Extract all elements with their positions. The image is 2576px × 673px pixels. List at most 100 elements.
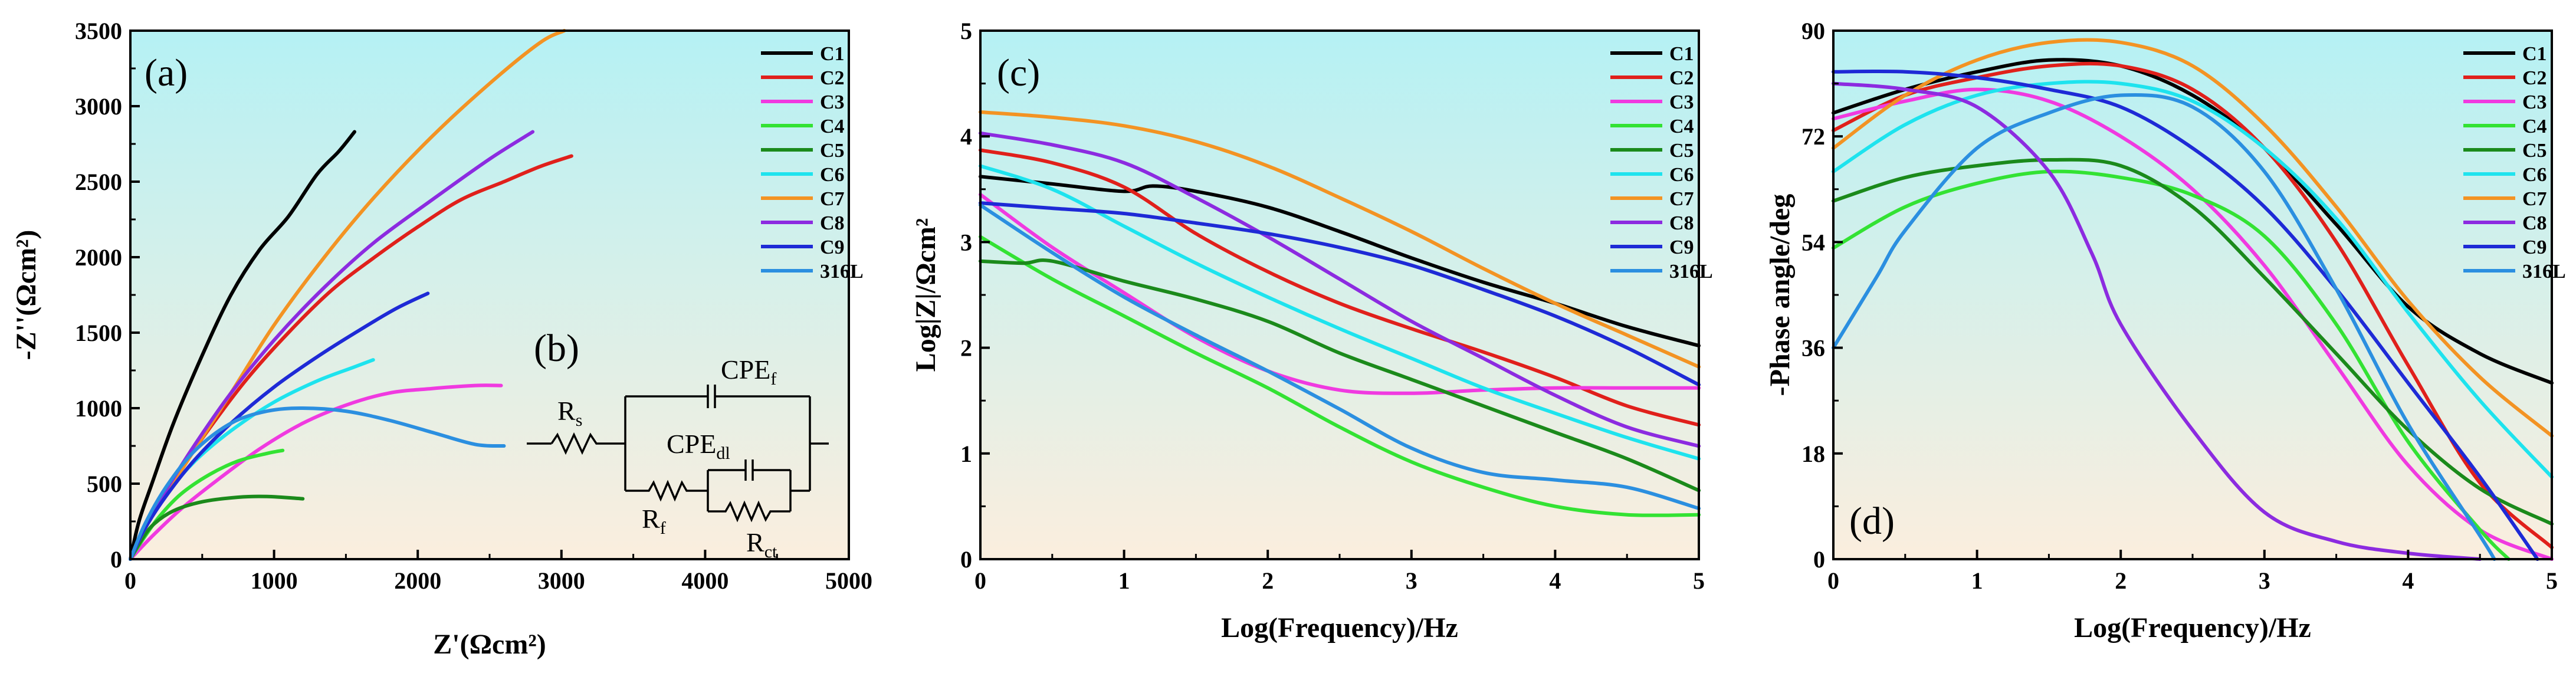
panel-c-ylabel: Log|Z|/Ωcm² (910, 218, 941, 372)
legend-label-a-316l: 316L (820, 261, 864, 283)
panel-a-xtick-label: 0 (124, 567, 136, 594)
panel-c-series-group (979, 110, 1701, 517)
panel-c-axes: 0 1 2 3 4 5 0 1 2 3 4 5 (960, 18, 1705, 594)
panel-a-ytick-label: 1500 (75, 320, 122, 346)
legend-label-a-c6: C6 (820, 164, 845, 186)
legend-label-a-c1: C1 (820, 43, 845, 65)
series-line-d-c5 (1832, 157, 2554, 526)
panel-d-xtick-label: 1 (1971, 567, 1983, 594)
panel-d-letter: (d) (1849, 500, 1895, 543)
legend-label-c-316l: 316L (1669, 261, 1713, 283)
label-cpef: CPEf (721, 354, 776, 389)
legend-label-c-c2: C2 (1669, 67, 1694, 89)
series-line-d-c4 (1832, 169, 2511, 561)
legend-label-a-c3: C3 (820, 91, 845, 113)
series-line-d-316l (1832, 93, 2496, 561)
panel-d-xtick-label: 2 (2115, 567, 2127, 594)
capacitor-cpef (707, 385, 716, 408)
series-line-a-c3 (129, 383, 503, 561)
panel-c-ytick-label: 4 (960, 123, 972, 150)
panel-c-xtick-label: 4 (1549, 567, 1561, 594)
series-line-d-c3 (1832, 87, 2554, 561)
panel-c-xlabel: Log(Frequency)/Hz (1221, 612, 1458, 644)
capacitor-cpedl (708, 459, 790, 481)
series-line-d-c7 (1832, 38, 2554, 438)
panel-a-ytick-label: 3500 (75, 18, 122, 44)
series-line-c-c1 (979, 175, 1701, 347)
resistor-rf (625, 480, 708, 502)
panel-c-xtick-label: 2 (1262, 567, 1274, 594)
series-line-c-c9 (979, 201, 1701, 387)
panel-d-xlabel: Log(Frequency)/Hz (2074, 612, 2311, 644)
legend-label-d-316l: 316L (2522, 261, 2566, 283)
series-line-a-c5 (129, 494, 305, 561)
series-line-c-c8 (979, 131, 1701, 448)
panel-a-nyquist: 0 1000 2000 3000 4000 5000 0 500 1000 1500 2000 250… (11, 18, 872, 660)
panel-d-xtick-label: 0 (1827, 567, 1839, 594)
series-line-c-c2 (979, 148, 1701, 427)
panel-a-plot-area (130, 31, 849, 559)
panel-a-xtick-label: 4000 (681, 567, 729, 594)
panel-c-xtick-label: 1 (1118, 567, 1130, 594)
series-line-c-c7 (979, 110, 1701, 369)
panel-c-xtick-label: 3 (1406, 567, 1417, 594)
series-line-a-c1 (129, 130, 356, 561)
series-line-c-c5 (979, 258, 1701, 493)
panel-d-xtick-label: 4 (2402, 567, 2414, 594)
panel-a-letter: (a) (145, 51, 188, 94)
resistor-rs (550, 432, 625, 455)
panel-d-ytick-label: 90 (1801, 18, 1825, 44)
circuit-letter: (b) (534, 327, 579, 370)
panel-c-letter: (c) (997, 51, 1040, 94)
series-line-c-c3 (979, 192, 1701, 395)
label-rs: Rs (557, 396, 582, 430)
panel-d-ytick-label: 36 (1801, 335, 1825, 362)
panel-d-xtick-label: 5 (2546, 567, 2558, 594)
legend-label-a-c2: C2 (820, 67, 845, 89)
legend-label-c-c9: C9 (1669, 237, 1694, 258)
panel-a-ytick-label: 2000 (75, 244, 122, 271)
series-line-d-c9 (1832, 69, 2539, 561)
series-line-a-316l (129, 406, 506, 561)
legend-label-c-c7: C7 (1669, 188, 1694, 210)
panel-a-axes: 0 1000 2000 3000 4000 5000 0 500 1000 1500 2000 250… (75, 18, 872, 594)
panel-d-ytick-label: 18 (1801, 441, 1825, 467)
panel-d-ytick-label: 54 (1801, 229, 1825, 255)
series-line-c-316l (979, 203, 1701, 510)
legend-label-d-c2: C2 (2522, 67, 2547, 89)
panel-a-ytick-label: 0 (110, 546, 122, 573)
panel-c-ytick-label: 3 (960, 229, 972, 255)
legend-label-c-c1: C1 (1669, 43, 1694, 65)
panel-d-series-group (1832, 38, 2554, 561)
panel-c-plot-area (980, 31, 1699, 559)
legend-label-d-c6: C6 (2522, 164, 2547, 186)
panel-a-xtick-label: 3000 (538, 567, 585, 594)
panel-a-series-group (129, 29, 573, 561)
legend-label-c-c4: C4 (1669, 116, 1694, 137)
label-rct: Rct (746, 527, 777, 562)
legend-label-d-c3: C3 (2522, 91, 2547, 113)
legend-label-d-c9: C9 (2522, 237, 2547, 258)
equivalent-circuit: (b) Rs CPEf Rf CPEdl Rct (527, 327, 829, 562)
panel-a-ylabel: -Z''(Ωcm²) (11, 230, 42, 360)
legend-label-a-c8: C8 (820, 212, 845, 234)
panel-c-xtick-label: 5 (1693, 567, 1705, 594)
panel-a-ytick-label: 2500 (75, 169, 122, 195)
panel-d-ytick-label: 72 (1801, 123, 1825, 150)
legend-label-d-c4: C4 (2522, 116, 2547, 137)
panel-c-ytick-label: 0 (960, 546, 972, 573)
legend-label-d-c7: C7 (2522, 188, 2547, 210)
panel-a-ytick-label: 500 (87, 471, 122, 497)
panel-c-xtick-label: 0 (974, 567, 986, 594)
legend-label-c-c5: C5 (1669, 140, 1694, 162)
panel-d-xtick-label: 3 (2259, 567, 2270, 594)
series-line-a-c9 (129, 291, 430, 561)
panel-a-xlabel: Z'(Ωcm²) (433, 629, 546, 660)
panel-d-ytick-label: 0 (1813, 546, 1825, 573)
panel-d-axes: 0 1 2 3 4 5 0 18 36 54 72 90 (1801, 18, 2558, 594)
